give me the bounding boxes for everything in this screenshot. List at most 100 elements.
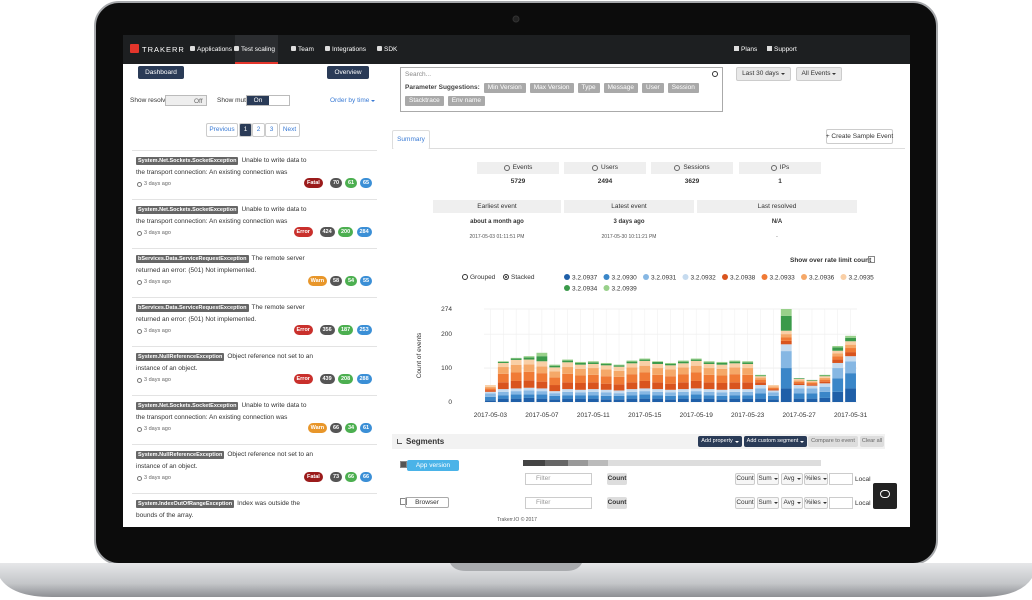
search-box[interactable]: Search... Parameter Suggestions: Min Versi…: [400, 67, 723, 112]
nav-item[interactable]: SDK: [384, 46, 398, 53]
bar-segment: [819, 381, 831, 384]
suggestion-chip[interactable]: Stacktrace: [405, 96, 444, 106]
bar-segment: [587, 368, 599, 375]
chat-button[interactable]: [873, 483, 897, 509]
error-item[interactable]: System.NullReferenceException Object refe…: [132, 444, 377, 491]
bar-segment: [703, 382, 715, 390]
bar-segment: [755, 385, 766, 389]
aggregate-button[interactable]: Count: [735, 497, 755, 509]
error-item[interactable]: bServices.Data.ServiceRequestException Th…: [132, 297, 377, 344]
checkbox[interactable]: [868, 256, 875, 263]
nav-item[interactable]: Plans: [741, 46, 758, 53]
toggle[interactable]: Off: [165, 95, 207, 106]
summary-tab[interactable]: Summary: [392, 130, 430, 149]
clock-icon: [137, 427, 142, 432]
suggestion-chip[interactable]: Env name: [447, 96, 485, 106]
error-item[interactable]: System.NullReferenceException Object refe…: [132, 346, 377, 393]
bar-segment: [523, 356, 535, 358]
bar-segment: [832, 350, 844, 354]
toggle[interactable]: On: [246, 95, 290, 106]
aggregate-button[interactable]: Sum: [757, 497, 779, 509]
error-item[interactable]: System.Net.Sockets.SocketException Unable…: [132, 150, 377, 197]
filter-input[interactable]: Filter: [525, 473, 592, 485]
segment-chip[interactable]: App version: [407, 460, 459, 471]
nav-item[interactable]: Applications: [197, 46, 233, 53]
bar-segment: [780, 330, 792, 335]
bar-segment: [832, 353, 844, 357]
radio[interactable]: [503, 274, 509, 280]
bar-segment: [729, 398, 741, 402]
suggestion-chip[interactable]: Type: [577, 83, 600, 93]
bar-segment: [780, 351, 792, 369]
bar-segment: [742, 391, 754, 396]
create-button[interactable]: + Create Sample Event: [826, 129, 893, 144]
suggestion-chip[interactable]: Session: [667, 83, 699, 93]
filter-button[interactable]: All Events: [796, 67, 842, 81]
aggregate-button[interactable]: Count: [735, 473, 755, 485]
bar-segment: [742, 361, 754, 363]
filter-button[interactable]: Last 30 days: [736, 67, 791, 81]
nav-item[interactable]: Integrations: [332, 46, 366, 53]
bar-segment: [806, 393, 818, 399]
bar-segment: [832, 345, 844, 348]
bar-segment: [767, 395, 779, 400]
error-item[interactable]: System.Net.Sockets.SocketException Unable…: [132, 199, 377, 246]
segment-button[interactable]: Clear all: [860, 436, 884, 447]
bar-segment: [767, 390, 779, 393]
suggestion-chip[interactable]: Message: [603, 83, 638, 93]
suggestion-chip[interactable]: Max Version: [529, 83, 574, 93]
error-item[interactable]: bServices.Data.ServiceRequestException Th…: [132, 248, 377, 295]
bar-segment: [652, 382, 664, 390]
page-button[interactable]: 1: [239, 123, 252, 137]
bar-segment: [485, 390, 496, 392]
count-button[interactable]: Count: [607, 497, 627, 509]
error-item[interactable]: System.Net.Sockets.SocketException Unable…: [132, 395, 377, 442]
nav-item[interactable]: Test scaling: [241, 46, 275, 53]
segment-chip[interactable]: Browser: [405, 497, 449, 508]
toggle-state: Off: [194, 98, 203, 105]
radio[interactable]: [462, 274, 468, 280]
bar-segment: [549, 393, 561, 396]
clock-icon: [137, 476, 142, 481]
filter-input[interactable]: Filter: [525, 497, 592, 509]
bar-segment: [626, 398, 638, 402]
segment-button[interactable]: Add custom segment: [744, 436, 807, 447]
overview-button[interactable]: Overview: [327, 66, 369, 79]
aggregate-button[interactable]: %iles: [804, 473, 828, 485]
aggregate-button[interactable]: %iles: [804, 497, 828, 509]
page-button[interactable]: Next: [279, 123, 300, 137]
checkbox[interactable]: [400, 498, 407, 505]
bar-segment: [665, 376, 676, 384]
nav-item[interactable]: Team: [298, 46, 314, 53]
aggregate-button[interactable]: Sum: [757, 473, 779, 485]
bar-segment: [523, 397, 535, 402]
error-item[interactable]: System.IndexOutOfRangeException Index was…: [132, 493, 377, 540]
segment-button[interactable]: Add property: [698, 436, 742, 447]
view-mode: Stacked: [511, 274, 535, 281]
suggestion-chip[interactable]: Min Version: [483, 83, 526, 93]
value-input[interactable]: [829, 497, 853, 509]
nav-item[interactable]: Support: [774, 46, 797, 53]
remove-button[interactable]: [877, 473, 885, 481]
page-button[interactable]: 2: [252, 123, 265, 137]
exception-type: System.IndexOutOfRangeException: [136, 500, 235, 508]
bar-segment: [819, 386, 831, 392]
bar-segment: [652, 368, 664, 375]
order-link[interactable]: Order by time: [330, 97, 376, 105]
page-button[interactable]: Previous: [206, 123, 238, 137]
suggestion-chip[interactable]: User: [642, 83, 664, 93]
bar-segment: [716, 368, 728, 376]
segment-button[interactable]: Compare to event: [808, 436, 858, 447]
y-axis-label: Count of events: [416, 332, 423, 378]
page-button[interactable]: 3: [265, 123, 278, 137]
dashboard-button[interactable]: Dashboard: [138, 66, 184, 79]
count-button[interactable]: Count: [607, 473, 627, 485]
bar-segment: [549, 377, 561, 386]
checkbox[interactable]: [400, 461, 407, 468]
value-input[interactable]: [829, 473, 853, 485]
bar-segment: [562, 373, 574, 383]
aggregate-button[interactable]: Avg: [781, 473, 803, 485]
aggregate-button[interactable]: Avg: [781, 497, 803, 509]
bar-segment: [780, 368, 792, 389]
